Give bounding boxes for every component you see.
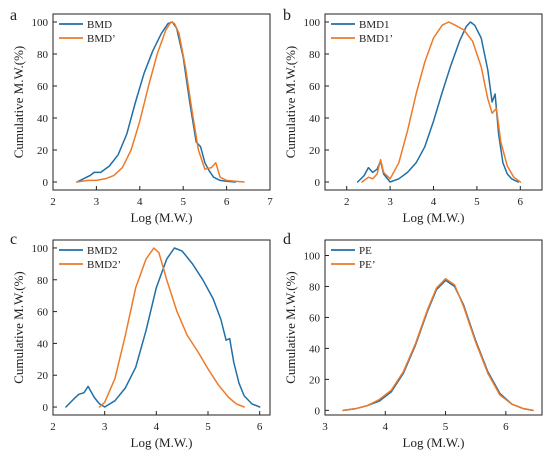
legend-label: PE [359,245,372,257]
y-tick-label: 20 [309,145,321,157]
legend-label: BMD [87,19,112,31]
panel-label-c: c [10,231,17,248]
y-tick-label: 60 [309,312,321,324]
y-tick-label: 40 [309,113,321,125]
x-tick-label: 2 [344,196,350,208]
y-tick-label: 60 [37,307,49,319]
y-tick-label: 60 [309,81,321,93]
y-tick-label: 0 [43,402,49,414]
x-axis-title: Log (M.W.) [131,435,193,450]
y-tick-label: 80 [309,49,321,61]
series-line-2 [361,21,522,183]
legend-label: BMD1 [359,19,390,31]
plot-frame [324,13,543,191]
series-line-1 [76,21,237,183]
x-tick-label: 4 [154,421,160,433]
y-tick-label: 100 [32,243,49,255]
y-tick-label: 100 [304,250,321,262]
y-tick-label: 100 [304,17,321,29]
plot-frame [52,13,271,191]
x-tick-label: 3 [94,196,100,208]
y-axis-title: Cumulative M.W.(%) [11,46,26,159]
y-tick-label: 20 [37,145,49,157]
x-tick-label: 6 [503,421,509,433]
legend-label: BMD’ [87,33,116,45]
plot-frame [324,239,543,416]
series-line-1 [342,279,534,412]
x-axis-title: Log (M.W.) [131,210,193,225]
series-line-2 [76,21,245,183]
panel-label-d: d [283,231,291,248]
x-tick-label: 6 [518,196,524,208]
x-tick-label: 4 [383,421,389,433]
y-axis-title: Cumulative M.W.(%) [283,46,298,159]
x-tick-label: 5 [205,421,211,433]
y-tick-label: 0 [315,405,321,417]
legend-label: BMD2’ [87,259,121,271]
y-tick-label: 0 [43,177,49,189]
legend-label: PE’ [359,259,376,271]
x-tick-label: 6 [257,421,263,433]
legend-label: BMD1’ [359,33,393,45]
series-line-2 [98,247,245,408]
x-tick-label: 4 [137,196,143,208]
panel-label-b: b [283,7,291,24]
x-axis-title: Log (M.W.) [403,435,465,450]
x-tick-label: 7 [267,196,273,208]
y-tick-label: 100 [32,17,49,29]
legend-label: BMD2 [87,245,118,257]
x-tick-label: 5 [474,196,480,208]
y-tick-label: 60 [37,81,49,93]
y-axis-title: Cumulative M.W.(%) [283,271,298,384]
x-tick-label: 5 [180,196,186,208]
x-tick-label: 3 [322,421,328,433]
y-tick-label: 0 [315,177,321,189]
y-tick-label: 40 [309,343,321,355]
y-tick-label: 20 [309,374,321,386]
series-line-1 [356,21,519,183]
series-line-1 [65,247,261,408]
y-tick-label: 40 [37,113,49,125]
x-tick-label: 3 [102,421,108,433]
x-tick-label: 4 [431,196,437,208]
x-tick-label: 2 [50,196,56,208]
panel-label-a: a [10,7,17,24]
x-tick-label: 2 [50,421,56,433]
y-tick-label: 40 [37,338,49,350]
series-line-2 [342,277,534,412]
x-tick-label: 6 [224,196,230,208]
chart-panel-a: 2 3 4 5 6 7 0 20 40 60 80 100 Log (M.W.) Cumulative M… [11,13,273,225]
x-tick-label: 5 [443,421,449,433]
plot-frame [52,239,271,416]
x-axis-title: Log (M.W.) [403,210,465,225]
y-tick-label: 80 [37,275,49,287]
y-tick-label: 20 [37,370,49,382]
x-tick-label: 3 [387,196,393,208]
y-tick-label: 80 [37,49,49,61]
y-tick-label: 80 [309,281,321,293]
y-axis-title: Cumulative M.W.(%) [11,271,26,384]
